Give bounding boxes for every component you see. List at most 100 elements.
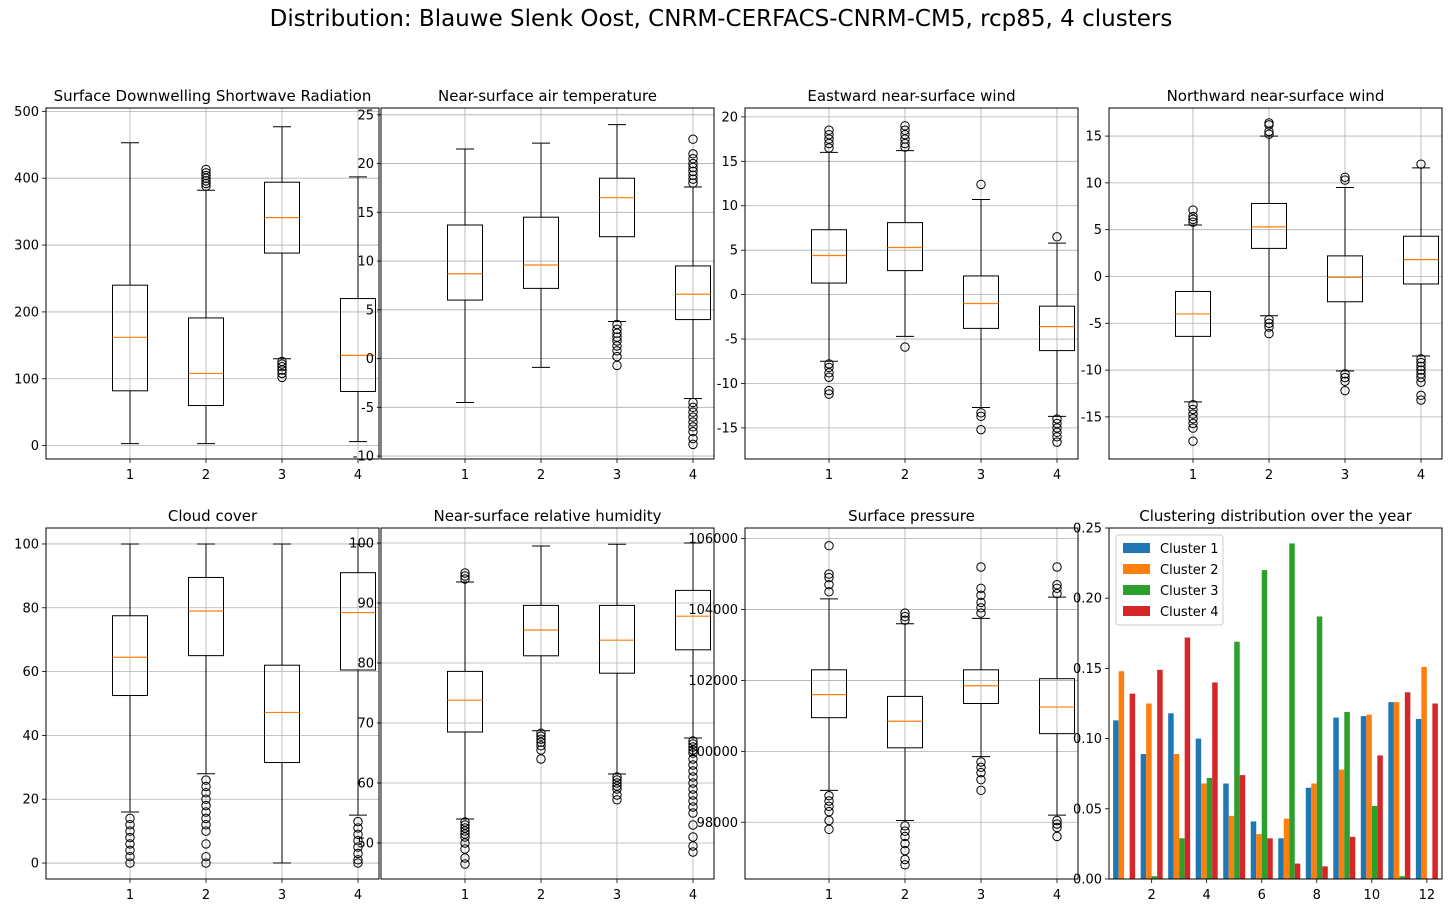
y-tick-label: 0 xyxy=(31,439,39,454)
y-tick-label: 100 xyxy=(14,537,39,552)
outlier-point xyxy=(688,739,698,749)
box-1 xyxy=(811,541,847,835)
outlier-point xyxy=(688,808,698,818)
bar-cluster-2-month-11 xyxy=(1393,702,1400,879)
bar-cluster-4-month-9 xyxy=(1349,836,1356,879)
iqr-box xyxy=(599,177,635,238)
subplot-2: Near-surface air temperature -10 -5 0 5 10 15 2… xyxy=(353,87,715,483)
legend-swatch xyxy=(1123,564,1150,574)
outlier-point xyxy=(1264,129,1274,139)
y-tick-label: 20 xyxy=(22,793,39,808)
outlier-point xyxy=(125,813,135,824)
bar-cluster-1-month-12 xyxy=(1415,718,1422,879)
outlier-point xyxy=(1188,418,1198,429)
y-tick-label: 80 xyxy=(357,657,374,672)
y-tick-label: 70 xyxy=(357,717,374,732)
y-tick-label: 0 xyxy=(31,857,39,872)
outlier-point xyxy=(125,839,135,849)
outlier-point xyxy=(125,845,135,855)
box-3 xyxy=(963,179,999,435)
bar-cluster-3-month-9 xyxy=(1344,711,1350,879)
outlier-point xyxy=(1052,819,1062,829)
bar-cluster-3-month-5 xyxy=(1234,641,1240,879)
outlier-point xyxy=(688,417,698,427)
x-tick-label: 1 xyxy=(126,468,134,483)
x-tick-label: 3 xyxy=(613,468,621,483)
legend-swatch xyxy=(1123,585,1150,595)
legend-swatch xyxy=(1123,543,1150,553)
outlier-point xyxy=(976,424,986,435)
legend-label: Cluster 4 xyxy=(1160,605,1219,620)
y-tick-label: 0.05 xyxy=(1073,802,1102,817)
outlier-point xyxy=(612,790,622,800)
iqr-box xyxy=(1327,255,1363,303)
y-tick-label: -10 xyxy=(1081,364,1102,379)
y-tick-label: -5 xyxy=(361,401,374,416)
outlier-point xyxy=(900,826,910,836)
x-tick-label: 4 xyxy=(689,888,697,903)
y-tick-label: 0.20 xyxy=(1073,592,1102,607)
bar-cluster-2-month-2 xyxy=(1146,703,1152,879)
bar-cluster-3-month-11 xyxy=(1399,876,1405,879)
outlier-point xyxy=(277,368,287,379)
outlier-point xyxy=(353,858,363,868)
outlier-point xyxy=(1416,372,1426,383)
outlier-point xyxy=(536,741,546,751)
y-tick-label: 10 xyxy=(1085,176,1102,191)
box-4 xyxy=(1039,562,1075,842)
bar-cluster-4-month-3 xyxy=(1184,637,1191,879)
outlier-point xyxy=(201,781,211,792)
outlier-point xyxy=(536,734,546,744)
outlier-point xyxy=(900,121,910,131)
bar-cluster-3-month-4 xyxy=(1206,777,1213,879)
outlier-point xyxy=(688,158,698,169)
outlier-point xyxy=(201,170,211,181)
y-tick-label: 0.10 xyxy=(1073,732,1102,747)
outlier-point xyxy=(688,134,698,144)
box-3 xyxy=(963,562,999,796)
iqr-box xyxy=(188,317,224,407)
iqr-box xyxy=(599,604,635,674)
y-tick-label: 60 xyxy=(22,665,39,680)
outlier-point xyxy=(824,580,834,590)
outlier-point xyxy=(201,788,211,798)
outlier-point xyxy=(688,412,698,422)
outlier-point xyxy=(1340,369,1350,379)
outlier-point xyxy=(900,854,910,865)
outlier-point xyxy=(460,571,470,581)
outlier-point xyxy=(976,762,986,773)
outlier-point xyxy=(1416,390,1426,401)
outlier-point xyxy=(824,541,834,551)
bar-cluster-3-month-10 xyxy=(1371,805,1378,879)
axes-frame xyxy=(45,107,380,460)
x-tick-label: 1 xyxy=(1189,468,1197,483)
outlier-point xyxy=(688,742,698,752)
bar-cluster-1-month-5 xyxy=(1223,783,1229,879)
outlier-point xyxy=(824,368,834,378)
outlier-point xyxy=(125,820,135,830)
bar-cluster-4-month-2 xyxy=(1157,669,1163,879)
outlier-point xyxy=(900,342,910,352)
bar-cluster-4-month-11 xyxy=(1404,692,1411,879)
bar-cluster-4-month-4 xyxy=(1212,682,1218,879)
box-2 xyxy=(188,543,224,868)
bar-cluster-1-month-3 xyxy=(1168,713,1174,879)
outlier-point xyxy=(1188,436,1198,446)
outlier-point xyxy=(976,597,986,608)
legend-label: Cluster 3 xyxy=(1160,584,1219,599)
outlier-point xyxy=(201,164,211,175)
subplot-title: Cloud cover xyxy=(168,507,258,525)
outlier-point xyxy=(824,790,834,801)
outlier-point xyxy=(688,796,698,806)
subplot-1: Surface Downwelling Shortwave Radiation 0… xyxy=(14,87,380,483)
outlier-point xyxy=(688,149,698,159)
bar-cluster-1-month-11 xyxy=(1388,702,1394,879)
iqr-box xyxy=(675,265,711,321)
subplot-8: Clustering distribution over the year 2 4 6… xyxy=(1073,507,1443,903)
x-tick-label: 2 xyxy=(202,468,210,483)
box-1 xyxy=(811,125,847,399)
box-4 xyxy=(1403,159,1439,405)
iqr-box xyxy=(963,275,999,329)
outlier-point xyxy=(1188,205,1198,215)
outlier-point xyxy=(460,574,470,584)
